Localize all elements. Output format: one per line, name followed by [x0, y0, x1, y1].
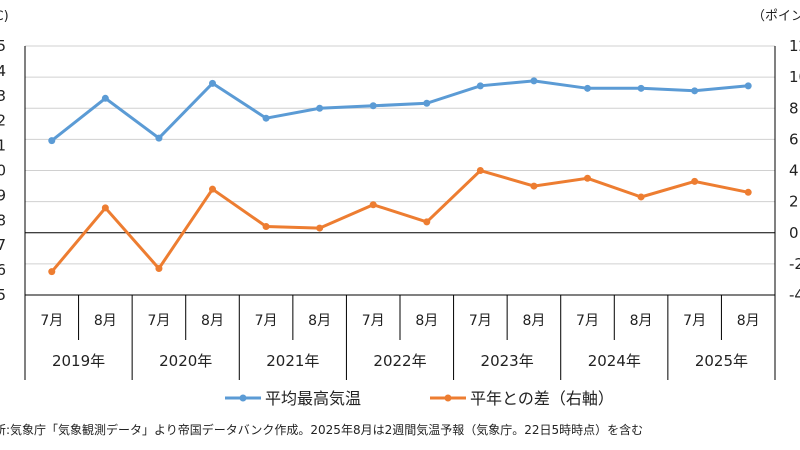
data-point [101, 204, 109, 212]
year-label: 2021年 [266, 352, 319, 370]
data-point [476, 82, 484, 90]
data-point [101, 94, 109, 102]
legend-marker [239, 394, 247, 402]
data-point [476, 167, 484, 174]
right-tick-label: 10 [789, 68, 800, 86]
category-label: 7月 [255, 313, 278, 329]
category-label: 7月 [147, 313, 170, 329]
right-tick-label: 12 [789, 37, 800, 55]
category-label: 7月 [576, 313, 599, 329]
left-tick-label: 31 [0, 137, 6, 155]
data-point [48, 268, 56, 276]
right-tick-label: 0 [789, 224, 799, 242]
category-label: 8月 [737, 313, 760, 329]
data-point [744, 82, 752, 90]
right-axis-unit: （ポイン [752, 9, 800, 24]
data-point [369, 102, 377, 110]
source-note: 所:気象庁「気象観測データ」より帝国データバンク作成。2025年8月は2週間気温… [0, 422, 643, 437]
data-point [691, 87, 699, 95]
legend: 平均最高気温 平年との差（右軸） [225, 389, 614, 408]
legend-label: 平年との差（右軸） [470, 389, 614, 408]
right-tick-label: 2 [789, 193, 799, 211]
year-label: 2022年 [373, 352, 426, 370]
left-tick-label: 26 [0, 261, 6, 279]
category-axis: 7月 8月 7月 8月 7月 8月 7月 8月 7月 8月 7月 8月 7月 8月 2019年 2020年 20… [24, 295, 776, 380]
right-axis-ticks: 12 10 8 6 4 2 0 -2 -4 [789, 37, 800, 304]
data-point [155, 134, 163, 142]
left-axis-ticks: 35 34 33 32 31 30 29 28 27 26 25 [0, 37, 6, 304]
series-line-1 [50, 79, 749, 142]
series-line-2 [50, 168, 749, 273]
year-label: 2024年 [588, 352, 641, 370]
right-tick-label: -2 [789, 255, 800, 273]
category-label: 8月 [415, 313, 438, 329]
category-label: 7月 [40, 313, 63, 329]
left-tick-label: 29 [0, 186, 6, 204]
right-tick-label: -4 [789, 286, 800, 304]
data-point [209, 79, 216, 87]
category-label: 7月 [469, 313, 492, 329]
data-point [691, 177, 699, 185]
data-point [369, 201, 377, 209]
data-point [584, 84, 591, 92]
category-label: 8月 [630, 313, 653, 329]
data-point [316, 104, 324, 112]
data-point [48, 137, 56, 145]
left-tick-label: 35 [0, 37, 6, 55]
data-point [423, 218, 431, 226]
series-layer [48, 77, 752, 276]
category-label: 8月 [94, 313, 117, 329]
left-tick-label: 27 [0, 236, 6, 254]
category-label: 8月 [522, 313, 545, 329]
data-point [530, 182, 538, 190]
right-tick-label: 6 [789, 130, 799, 148]
left-tick-label: 32 [0, 112, 6, 130]
left-tick-label: 28 [0, 211, 6, 229]
data-point [584, 174, 591, 182]
legend-marker [444, 394, 452, 402]
left-tick-label: 30 [0, 162, 6, 180]
year-label: 2020年 [159, 352, 212, 370]
data-point [637, 84, 645, 92]
data-point [423, 99, 431, 107]
data-point [155, 265, 163, 273]
right-tick-label: 8 [789, 99, 799, 117]
data-point [316, 224, 324, 232]
data-point [209, 185, 216, 193]
category-label: 7月 [362, 313, 385, 329]
left-tick-label: 33 [0, 87, 6, 105]
data-point [637, 193, 645, 201]
year-label: 2025年 [695, 352, 748, 370]
data-point [262, 114, 270, 122]
year-label: 2023年 [481, 352, 534, 370]
left-tick-label: 34 [0, 62, 6, 80]
category-label: 8月 [308, 313, 331, 329]
left-tick-label: 25 [0, 286, 6, 304]
legend-label: 平均最高気温 [265, 389, 361, 408]
left-axis-unit: (℃) [0, 9, 9, 24]
category-label: 7月 [683, 313, 706, 329]
year-label: 2019年 [52, 352, 105, 370]
right-tick-label: 4 [789, 162, 799, 180]
data-point [530, 77, 538, 85]
data-point [262, 223, 270, 231]
category-label: 8月 [201, 313, 224, 329]
data-point [744, 188, 752, 196]
